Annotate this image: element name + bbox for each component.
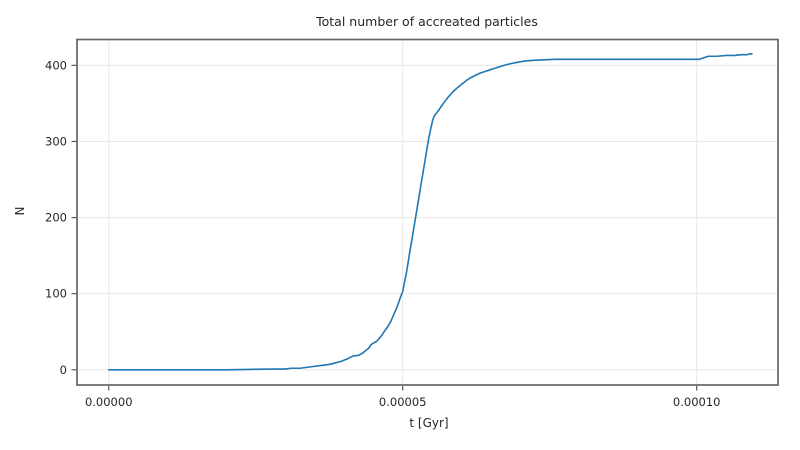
y-tick-label: 100 bbox=[45, 287, 67, 301]
y-axis-label: N bbox=[13, 207, 27, 216]
x-tick-label: 0.00010 bbox=[673, 395, 721, 409]
y-tick-label: 300 bbox=[45, 134, 67, 148]
y-tick-label: 400 bbox=[45, 58, 67, 72]
tick-label-layer: 0.00000 0.00005 0.00010 0 100 200 300 400 bbox=[45, 58, 720, 409]
spine-layer bbox=[76, 38, 779, 386]
y-tick-label: 0 bbox=[60, 363, 67, 377]
tick-layer bbox=[71, 64, 698, 391]
data-line-series bbox=[107, 53, 753, 371]
x-tick-label: 0.00005 bbox=[379, 395, 427, 409]
grid-layer bbox=[77, 39, 778, 385]
x-tick-label: 0.00000 bbox=[85, 395, 133, 409]
line-layer bbox=[107, 53, 753, 371]
x-axis-label: t [Gyr] bbox=[409, 416, 448, 430]
plot-frame bbox=[76, 38, 779, 386]
y-tick-label: 200 bbox=[45, 211, 67, 225]
chart-title: Total number of accreated particles bbox=[315, 14, 538, 29]
